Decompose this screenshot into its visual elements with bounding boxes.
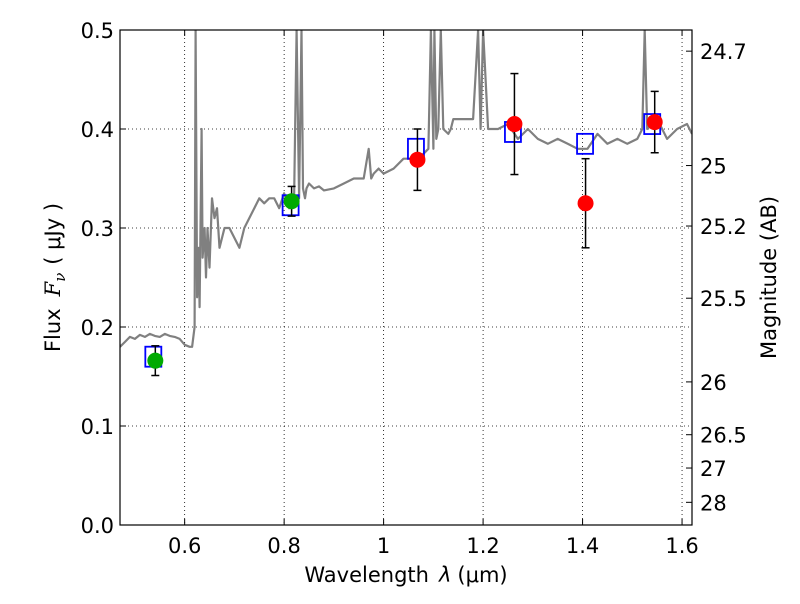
data-point	[409, 151, 426, 168]
data-point	[577, 195, 594, 212]
x-axis-label: Wavelength λ (μm)	[304, 563, 507, 587]
data-point	[646, 114, 663, 131]
x-tick-label: 0.6	[168, 534, 201, 558]
y-axis-label: FluxFν( μJy )	[41, 203, 69, 352]
model-square	[576, 132, 594, 155]
axes-frame	[119, 29, 693, 526]
data-point	[506, 116, 523, 133]
right-tick-label: 26	[700, 371, 727, 395]
x-tick-label: 1.6	[665, 534, 698, 558]
right-axis-label: Magnitude (AB)	[757, 196, 781, 359]
axis-ticks: 0.6 0.8 1 1.2 1.4 1.6 0.0 0.1 0.2 0.3 0.4 0.5 24.7 25…	[81, 19, 747, 558]
spectrum-line	[120, 30, 692, 348]
right-tick-label: 26.5	[700, 424, 747, 448]
right-tick-label: 24.7	[700, 40, 747, 64]
y-tick-label: 0.0	[81, 514, 114, 538]
right-tick-label: 25	[700, 155, 727, 179]
data-point	[147, 352, 164, 369]
y-tick-label: 0.5	[81, 19, 114, 43]
y-tick-label: 0.3	[81, 217, 114, 241]
plot-area	[120, 30, 692, 377]
x-tick-label: 1	[377, 534, 390, 558]
right-tick-label: 28	[700, 491, 727, 515]
x-tick-label: 1.2	[466, 534, 499, 558]
y-tick-label: 0.2	[81, 316, 114, 340]
right-tick-label: 27	[700, 457, 727, 481]
y-tick-label: 0.4	[81, 118, 114, 142]
y-tick-label: 0.1	[81, 415, 114, 439]
right-tick-label: 25.5	[700, 287, 747, 311]
data-point	[283, 193, 300, 210]
x-tick-label: 0.8	[267, 534, 300, 558]
x-tick-label: 1.4	[566, 534, 599, 558]
right-tick-label: 25.2	[700, 215, 747, 239]
